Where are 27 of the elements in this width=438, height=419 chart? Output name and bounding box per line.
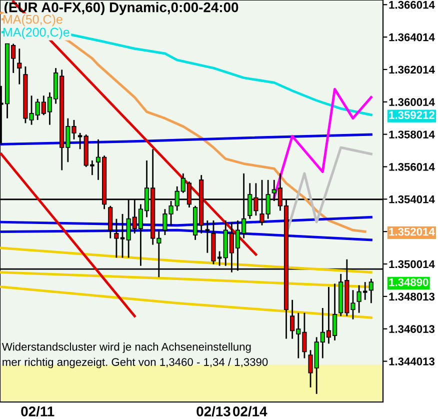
data-label: 1.359212 — [389, 111, 434, 120]
candlestick — [368, 278, 374, 304]
candlestick — [108, 205, 113, 239]
y-tick-label: 1.366014 — [389, 0, 435, 9]
legend-label: MA(200,C)e — [4, 27, 70, 40]
x-tick-label: 02/11 — [21, 406, 54, 417]
y-tick-label: 1.350014 — [389, 260, 435, 268]
candlestick — [17, 48, 22, 85]
x-tick-label: 02/13 — [196, 406, 230, 417]
y-tick-label: 1.344013 — [389, 358, 434, 366]
y-tick-label: 1.360014 — [389, 98, 435, 106]
y-tick-label: 1.364014 — [389, 33, 435, 42]
y-tick-label: 1.352014 — [389, 228, 435, 236]
x-tick-label: 02/14 — [233, 406, 268, 417]
annotation: mer richtig angezeigt. Geht von 1,3460 - 1,34 / 1,3390 — [2, 358, 268, 368]
y-tick-label: 1.356014 — [389, 163, 435, 171]
y-tick-label: 1.362014 — [389, 66, 435, 74]
annotation: Widerstandscluster wird je nach Achseneinstellung — [2, 342, 251, 353]
y-tick-label: 1.348013 — [389, 292, 434, 301]
y-tick-label: 1.346013 — [389, 325, 434, 333]
y-tick-label: 1.354014 — [389, 195, 435, 204]
text: 1.34890 — [389, 278, 428, 286]
line-series — [0, 133, 372, 146]
y-tick-label: 1.358014 — [389, 130, 435, 138]
line-series — [272, 88, 372, 200]
candlestick — [114, 218, 119, 258]
legend-label: MA(50,C)e — [4, 14, 62, 26]
